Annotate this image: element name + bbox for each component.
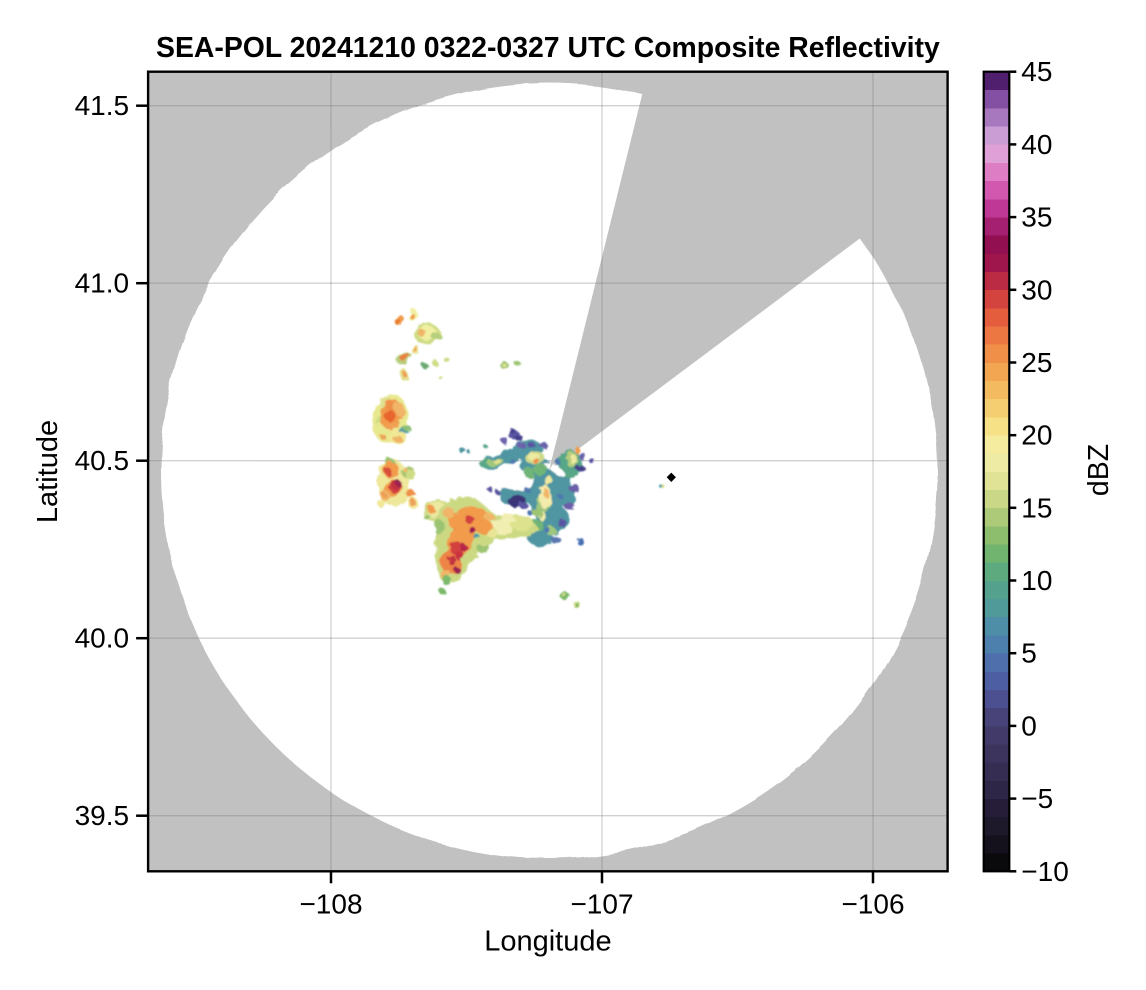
- svg-text:−10: −10: [1021, 856, 1069, 887]
- svg-text:20: 20: [1021, 420, 1052, 451]
- svg-text:10: 10: [1021, 565, 1052, 596]
- svg-text:40.0: 40.0: [75, 623, 130, 654]
- svg-text:dBZ: dBZ: [1083, 444, 1115, 496]
- svg-text:SEA-POL 20241210 0322-0327 UTC: SEA-POL 20241210 0322-0327 UTC Composite…: [156, 32, 940, 64]
- svg-text:−107: −107: [570, 888, 633, 919]
- svg-text:5: 5: [1021, 638, 1037, 669]
- svg-text:Longitude: Longitude: [484, 925, 611, 957]
- svg-text:−106: −106: [841, 888, 904, 919]
- svg-text:35: 35: [1021, 202, 1052, 233]
- svg-text:41.0: 41.0: [75, 268, 130, 299]
- svg-text:−5: −5: [1021, 783, 1053, 814]
- svg-text:0: 0: [1021, 710, 1037, 741]
- svg-text:40.5: 40.5: [75, 445, 130, 476]
- svg-text:15: 15: [1021, 492, 1052, 523]
- svg-text:40: 40: [1021, 129, 1052, 160]
- svg-text:39.5: 39.5: [75, 800, 130, 831]
- svg-text:−108: −108: [299, 888, 362, 919]
- svg-text:25: 25: [1021, 347, 1052, 378]
- svg-text:41.5: 41.5: [75, 90, 130, 121]
- svg-text:Latitude: Latitude: [32, 420, 64, 523]
- svg-text:30: 30: [1021, 274, 1052, 305]
- svg-text:45: 45: [1021, 56, 1052, 87]
